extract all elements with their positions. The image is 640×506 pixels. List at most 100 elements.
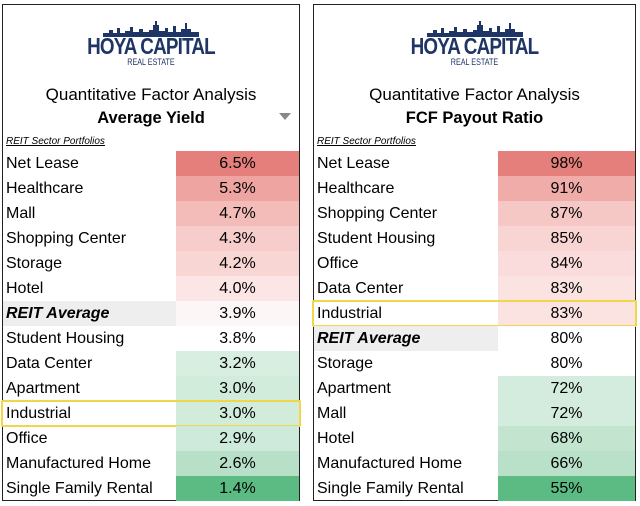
sector-name: Storage — [317, 355, 374, 372]
value-cell: 87% — [498, 201, 635, 226]
table-row: Single Family Rental 55% — [314, 476, 635, 501]
table-row: Office 84% — [314, 251, 635, 276]
table-row: Hotel 68% — [314, 426, 635, 451]
table-row: Shopping Center 87% — [314, 201, 635, 226]
sector-name: Single Family Rental — [6, 480, 153, 497]
table-body: Net Lease 98% Healthcare 91% Shopping Center… — [312, 151, 637, 501]
table-row: Industrial 3.0% — [1, 400, 301, 427]
sector-name: REIT Average — [314, 326, 498, 351]
sector-name: Storage — [6, 255, 63, 272]
sector-name: Mall — [6, 205, 36, 222]
value-cell: 3.0% — [176, 376, 299, 401]
sector-name: Student Housing — [6, 330, 125, 347]
value-cell: 3.0% — [176, 401, 299, 426]
value-cell: 55% — [498, 476, 635, 501]
sector-name: Apartment — [317, 380, 391, 397]
brand-subtitle: REAL ESTATE — [127, 57, 175, 67]
average-yield-panel: HOYA CAPITAL REAL ESTATE Quantitative Fa… — [1, 4, 301, 501]
table-row: Mall 72% — [314, 401, 635, 426]
table-row: Student Housing 3.8% — [3, 326, 299, 351]
table-row: Net Lease 6.5% — [3, 151, 299, 176]
table-row: Mall 4.7% — [3, 201, 299, 226]
value-cell: 84% — [498, 251, 635, 276]
value-cell: 80% — [498, 351, 635, 376]
value-cell: 2.6% — [176, 451, 299, 476]
panel-title: Quantitative Factor Analysis — [369, 85, 580, 104]
table-row: Data Center 3.2% — [3, 351, 299, 376]
value-cell: 1.4% — [176, 476, 299, 501]
value-cell: 66% — [498, 451, 635, 476]
brand-name: HOYA CAPITAL — [410, 33, 540, 59]
table-body: Net Lease 6.5% Healthcare 5.3% Mall 4.7% Shopp… — [1, 151, 301, 501]
value-cell: 3.8% — [176, 326, 299, 351]
table-row: Net Lease 98% — [314, 151, 635, 176]
table-row: Manufactured Home 2.6% — [3, 451, 299, 476]
table-row: Healthcare 5.3% — [3, 176, 299, 201]
panel-title: Quantitative Factor Analysis — [45, 85, 257, 104]
table-row: Apartment 72% — [314, 376, 635, 401]
table-row: Apartment 3.0% — [3, 376, 299, 401]
sector-name: Shopping Center — [317, 205, 438, 222]
table-row: Hotel 4.0% — [3, 276, 299, 301]
table-row: Storage 4.2% — [3, 251, 299, 276]
sector-name: Apartment — [6, 380, 80, 397]
sector-name: Single Family Rental — [317, 480, 464, 497]
value-cell: 4.0% — [176, 276, 299, 301]
sector-name: Manufactured Home — [317, 455, 462, 472]
value-cell: 5.3% — [176, 176, 299, 201]
brand-name: HOYA CAPITAL — [87, 33, 216, 59]
table-row: Storage 80% — [314, 351, 635, 376]
value-cell: 3.9% — [176, 301, 299, 326]
dropdown-arrow-icon[interactable] — [279, 113, 291, 120]
sector-name: Hotel — [6, 280, 44, 297]
brand-subtitle: REAL ESTATE — [450, 57, 499, 67]
value-cell: 4.2% — [176, 251, 299, 276]
sector-name: Healthcare — [317, 180, 395, 197]
average-row: REIT Average 80% — [314, 326, 635, 351]
sector-name: Industrial — [317, 305, 382, 322]
sector-name: Manufactured Home — [6, 455, 151, 472]
value-cell: 98% — [498, 151, 635, 176]
skyline-logo-icon — [103, 21, 199, 37]
table-row: Shopping Center 4.3% — [3, 226, 299, 251]
table-row: Industrial 83% — [312, 300, 637, 327]
metric-title: FCF Payout Ratio — [405, 109, 544, 127]
fcf-payout-panel: HOYA CAPITAL REAL ESTATE Quantitative Fa… — [312, 4, 637, 501]
value-cell: 85% — [498, 226, 635, 251]
value-cell: 91% — [498, 176, 635, 201]
table-row: Office 2.9% — [3, 426, 299, 451]
sector-name: Healthcare — [6, 180, 84, 197]
sector-name: Industrial — [6, 405, 71, 422]
sector-name: Office — [317, 255, 359, 272]
value-cell: 80% — [498, 326, 635, 351]
sector-name: Hotel — [317, 430, 355, 447]
metric-title: Average Yield — [97, 109, 205, 127]
value-cell: 83% — [498, 276, 635, 301]
section-label: REIT Sector Portfolios — [6, 136, 105, 147]
sector-name: Net Lease — [6, 155, 79, 172]
value-cell: 3.2% — [176, 351, 299, 376]
table-row: Healthcare 91% — [314, 176, 635, 201]
value-cell: 72% — [498, 376, 635, 401]
table-row: Student Housing 85% — [314, 226, 635, 251]
value-cell: 4.7% — [176, 201, 299, 226]
table-row: Single Family Rental 1.4% — [3, 476, 299, 501]
sector-name: Shopping Center — [6, 230, 127, 247]
value-cell: 2.9% — [176, 426, 299, 451]
value-cell: 6.5% — [176, 151, 299, 176]
sector-name: Office — [6, 430, 48, 447]
table-row: Manufactured Home 66% — [314, 451, 635, 476]
table-row: Data Center 83% — [314, 276, 635, 301]
value-cell: 4.3% — [176, 226, 299, 251]
value-cell: 72% — [498, 401, 635, 426]
value-cell: 83% — [498, 301, 635, 326]
hoya-capital-logo: HOYA CAPITAL REAL ESTATE — [3, 19, 299, 67]
sector-name: Net Lease — [317, 155, 390, 172]
hoya-capital-logo: HOYA CAPITAL REAL ESTATE — [314, 19, 635, 67]
sector-name: Data Center — [317, 280, 404, 297]
section-label: REIT Sector Portfolios — [317, 136, 416, 147]
skyline-logo-icon — [426, 21, 523, 37]
sector-name: Data Center — [6, 355, 93, 372]
sector-name: Mall — [317, 405, 347, 422]
sector-name: Student Housing — [317, 230, 436, 247]
